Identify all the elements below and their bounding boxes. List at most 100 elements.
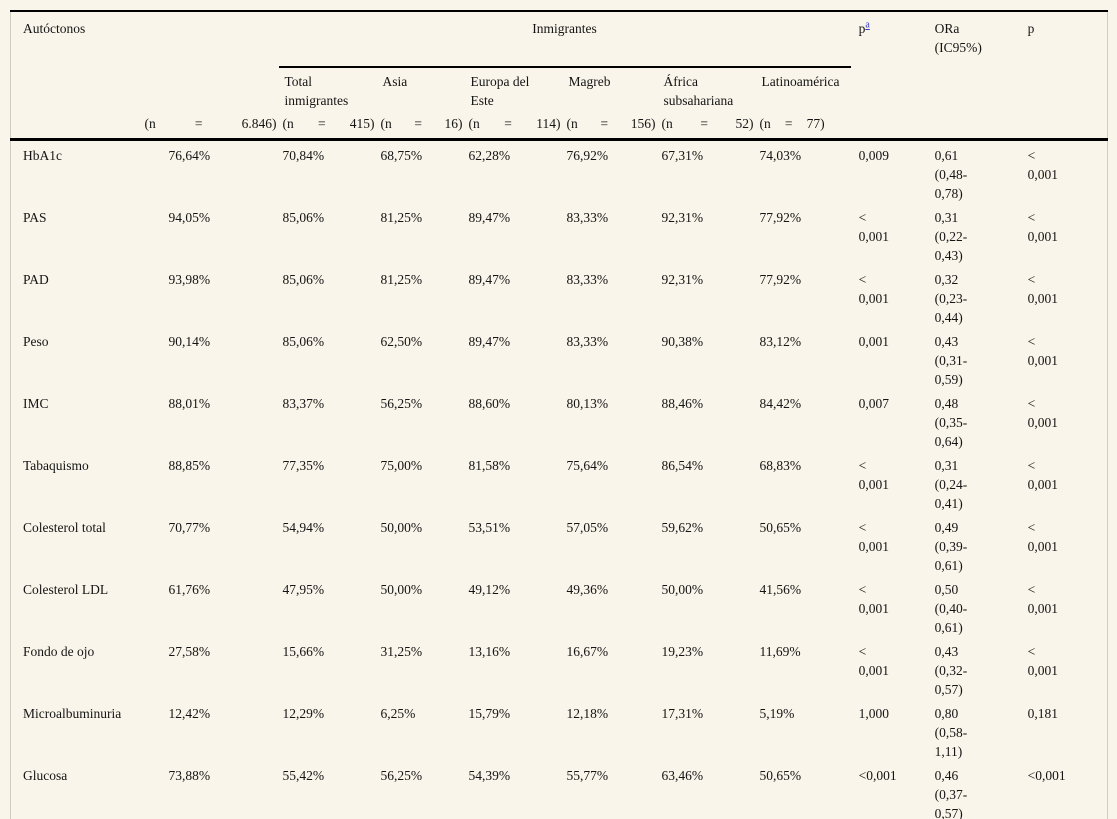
value-cell: 50,00% xyxy=(380,520,423,535)
table-row: HbA1c 76,64% 70,84% 68,75% 62,28% 76,92% 67,31… xyxy=(11,140,1108,204)
header-spacer xyxy=(141,11,279,67)
value-cell: 88,85% xyxy=(168,458,211,473)
row-label: Peso xyxy=(23,334,49,349)
value-cell: 77,92% xyxy=(759,210,802,225)
n-count-magreb: (n = 156) xyxy=(562,112,658,141)
header-spacer xyxy=(1023,67,1108,112)
value-cell: 89,47% xyxy=(468,210,511,225)
table-row: PAD 93,98% 85,06% 81,25% 89,47% 83,33% 92,31% 7… xyxy=(11,265,1108,327)
table-row: Peso 90,14% 85,06% 62,50% 89,47% 83,33% 90,38%… xyxy=(11,327,1108,389)
row-label: Glucosa xyxy=(23,768,68,783)
p-adjusted-cell: 0,007 xyxy=(858,396,889,411)
value-cell: 57,05% xyxy=(566,520,609,535)
value-cell: 15,79% xyxy=(468,706,511,721)
ora-cell: 0,80 (0,58-1,11) xyxy=(934,706,968,759)
value-cell: 12,42% xyxy=(168,706,211,721)
ora-cell: 0,46 (0,37-0,57) xyxy=(934,768,968,819)
value-cell: 85,06% xyxy=(282,210,325,225)
n-count-asia: (n = 16) xyxy=(376,112,465,141)
ora-cell: 0,31 (0,22-0,43) xyxy=(934,210,968,263)
value-cell: 50,00% xyxy=(661,582,704,597)
row-label: IMC xyxy=(23,396,49,411)
results-table: Autóctonos Inmigrantes pa ORa (IC95%) p … xyxy=(10,10,1109,819)
value-cell: 75,64% xyxy=(566,458,609,473)
p-adjusted-cell: 0,009 xyxy=(858,148,889,163)
p-value-cell: < 0,001 xyxy=(1027,458,1058,492)
value-cell: 94,05% xyxy=(168,210,211,225)
ora-header-label: ORa (IC95%) xyxy=(934,21,982,55)
header-spacer xyxy=(11,67,141,112)
value-cell: 83,37% xyxy=(282,396,325,411)
header-spacer xyxy=(10,112,141,141)
header-row-subcolumns: Total inmigrantes Asia Europa del Este M… xyxy=(11,67,1108,112)
col-header-p: p xyxy=(1027,21,1035,36)
value-cell: 15,66% xyxy=(282,644,325,659)
col-header-magreb: Magreb xyxy=(568,74,611,89)
header-spacer xyxy=(141,67,279,112)
p-value-cell: < 0,001 xyxy=(1027,582,1058,616)
value-cell: 47,95% xyxy=(282,582,325,597)
value-cell: 27,58% xyxy=(168,644,211,659)
row-label: PAS xyxy=(23,210,47,225)
value-cell: 49,12% xyxy=(468,582,511,597)
value-cell: 41,56% xyxy=(759,582,802,597)
value-cell: 89,47% xyxy=(468,334,511,349)
value-cell: 83,33% xyxy=(566,272,609,287)
value-cell: 70,77% xyxy=(168,520,211,535)
value-cell: 12,29% xyxy=(282,706,325,721)
p-value-cell: < 0,001 xyxy=(1027,396,1058,430)
value-cell: 84,42% xyxy=(759,396,802,411)
value-cell: 54,39% xyxy=(468,768,511,783)
p-value-cell: 0,181 xyxy=(1027,706,1058,721)
value-cell: 88,46% xyxy=(661,396,704,411)
row-label: HbA1c xyxy=(23,148,62,163)
table-row: Fondo de ojo 27,58% 15,66% 31,25% 13,16% 16,6… xyxy=(11,637,1108,699)
p-adjusted-cell: < 0,001 xyxy=(858,458,889,492)
col-header-europa-del-este: Europa del Este xyxy=(470,74,530,108)
ora-cell: 0,31 (0,24-0,41) xyxy=(934,458,968,511)
value-cell: 16,67% xyxy=(566,644,609,659)
table-row: Microalbuminuria 12,42% 12,29% 6,25% 15,79% 1… xyxy=(11,699,1108,761)
p-adjusted-cell: < 0,001 xyxy=(858,520,889,554)
value-cell: 67,31% xyxy=(661,148,704,163)
value-cell: 11,69% xyxy=(759,644,801,659)
n-count-autoctonos: (n = 6.846) xyxy=(140,112,279,141)
col-header-latinoamerica: Latinoamérica xyxy=(761,74,840,89)
value-cell: 19,23% xyxy=(661,644,704,659)
value-cell: 68,75% xyxy=(380,148,423,163)
row-label: Fondo de ojo xyxy=(23,644,95,659)
p-adjusted-cell: < 0,001 xyxy=(858,272,889,306)
value-cell: 56,25% xyxy=(380,396,423,411)
value-cell: 59,62% xyxy=(661,520,704,535)
value-cell: 81,25% xyxy=(380,210,423,225)
value-cell: 90,38% xyxy=(661,334,704,349)
value-cell: 76,64% xyxy=(168,148,211,163)
value-cell: 31,25% xyxy=(380,644,423,659)
value-cell: 13,16% xyxy=(468,644,511,659)
footnote-a-link[interactable]: a xyxy=(865,19,870,31)
value-cell: 85,06% xyxy=(282,272,325,287)
value-cell: 77,35% xyxy=(282,458,325,473)
row-label: Colesterol LDL xyxy=(23,582,109,597)
value-cell: 50,00% xyxy=(380,582,423,597)
col-group-inmigrantes: Inmigrantes xyxy=(278,11,851,68)
value-cell: 50,65% xyxy=(759,520,802,535)
value-cell: 53,51% xyxy=(468,520,511,535)
p-adjusted-cell: <0,001 xyxy=(858,768,897,783)
p-value-cell: < 0,001 xyxy=(1027,148,1058,182)
value-cell: 55,77% xyxy=(566,768,609,783)
value-cell: 70,84% xyxy=(282,148,325,163)
value-cell: 88,01% xyxy=(168,396,211,411)
value-cell: 5,19% xyxy=(759,706,795,721)
value-cell: 89,47% xyxy=(468,272,511,287)
value-cell: 62,50% xyxy=(380,334,423,349)
value-cell: 17,31% xyxy=(661,706,704,721)
col-header-africa-subsahariana: África subsahariana xyxy=(663,74,734,108)
ora-cell: 0,61 (0,48-0,78) xyxy=(934,148,968,201)
p-adjusted-cell: < 0,001 xyxy=(858,210,889,244)
p-value-cell: < 0,001 xyxy=(1027,272,1058,306)
p-value-cell: < 0,001 xyxy=(1027,520,1058,554)
value-cell: 55,42% xyxy=(282,768,325,783)
value-cell: 88,60% xyxy=(468,396,511,411)
ora-cell: 0,43 (0,31-0,59) xyxy=(934,334,968,387)
